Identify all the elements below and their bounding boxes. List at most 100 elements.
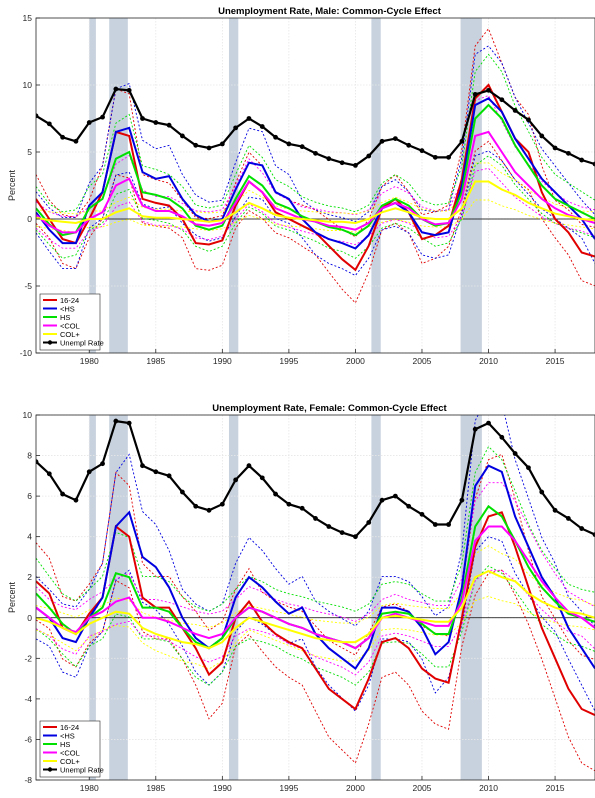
series-point-unemp [392, 493, 398, 499]
series-point-unemp [339, 530, 345, 536]
x-tick-label: 1995 [279, 356, 298, 366]
y-tick-label: -10 [20, 348, 33, 358]
series-point-unemp [153, 469, 159, 475]
series-point-unemp [432, 522, 438, 527]
y-tick-label: 0 [27, 613, 32, 623]
y-tick-label: 5 [27, 147, 32, 157]
series-point-unemp [193, 142, 199, 148]
y-tick-label: 10 [23, 80, 33, 90]
y-tick-label: 2 [27, 572, 32, 582]
series-point-unemp [446, 154, 451, 160]
confidence-band-ulths [36, 45, 595, 222]
series-point-unemp [60, 491, 66, 497]
chart-title: Unemployment Rate, Female: Common-Cycle … [212, 403, 447, 414]
x-tick-label: 2015 [546, 783, 565, 793]
legend-label-ultcol: <COL [60, 321, 80, 330]
series-point-unemp [153, 120, 159, 125]
x-tick-label: 2000 [346, 356, 365, 366]
x-tick-label: 1990 [213, 783, 232, 793]
y-tick-label: 8 [27, 451, 32, 461]
series-point-unemp [100, 114, 105, 120]
series-point-unemp [472, 91, 478, 97]
series-point-unemp [246, 463, 252, 469]
legend-label-unemp: Unempl Rate [60, 338, 104, 347]
series-point-unemp [326, 156, 332, 162]
series-point-unemp [339, 160, 345, 166]
series-point-unemp [259, 124, 265, 129]
confidence-band-uhs [36, 155, 595, 259]
confidence-band-u1624 [36, 27, 595, 238]
series-point-unemp [459, 138, 465, 144]
series-point-unemp [219, 141, 225, 147]
series-point-unemp [36, 459, 39, 465]
series-point-unemp [86, 469, 92, 475]
series-point-unemp [539, 489, 545, 495]
series-point-unemp [100, 461, 105, 467]
series-point-unemp [366, 520, 372, 525]
series-point-unemp [73, 138, 79, 144]
series-point-unemp [459, 497, 465, 503]
series-point-unemp [46, 471, 52, 477]
series-point-unemp [406, 142, 412, 148]
series-point-unemp [246, 116, 252, 121]
series-point-unemp [36, 113, 39, 119]
y-tick-label: 6 [27, 491, 32, 501]
series-point-unemp [552, 507, 558, 513]
confidence-band-ultcol [36, 569, 595, 676]
x-tick-label: 1995 [279, 783, 298, 793]
series-point-unemp [472, 426, 478, 432]
legend-label-uhs: HS [60, 313, 70, 322]
series-point-unemp [526, 465, 531, 471]
legend-marker-unemp [47, 340, 53, 345]
axis-box [35, 17, 595, 354]
recession-band [228, 415, 239, 780]
confidence-band-ultcol [36, 482, 595, 622]
series-point-unemp [592, 532, 595, 538]
series-point-unemp [379, 497, 385, 503]
confidence-band-ucolp [36, 199, 595, 233]
series-point-unemp [592, 161, 595, 167]
y-axis-label: Percent [7, 581, 17, 613]
legend-label-ucolp: COL+ [60, 330, 80, 339]
x-tick-label: 1985 [146, 783, 165, 793]
series-point-unemp [259, 475, 265, 481]
series-point-unemp [579, 157, 585, 163]
recession-band [460, 18, 482, 353]
x-tick-label: 1980 [80, 783, 99, 793]
series-point-unemp [366, 153, 372, 159]
confidence-band-ucolp [36, 595, 595, 670]
series-point-unemp [499, 97, 505, 103]
legend-label-uhs: HS [60, 740, 70, 749]
series-line-ucolp [36, 180, 595, 225]
series-point-unemp [60, 134, 66, 140]
series-point-unemp [406, 503, 412, 509]
x-tick-label: 2010 [479, 783, 498, 793]
series-line-u1624 [36, 511, 595, 717]
series-point-unemp [512, 108, 518, 113]
legend-marker-unemp [47, 767, 53, 772]
confidence-band-ultcol [36, 167, 595, 249]
legend-label-ulths: <HS [60, 304, 75, 313]
series-point-unemp [113, 86, 119, 92]
confidence-band-u1624 [36, 569, 595, 772]
series-point-unemp [512, 451, 518, 456]
series-point-unemp [273, 491, 278, 497]
series-point-unemp [46, 121, 52, 127]
plot-content [36, 415, 595, 780]
plot-area [36, 18, 595, 353]
x-tick-label: 1985 [146, 356, 165, 366]
y-tick-label: -4 [24, 694, 32, 704]
legend-label-ucolp: COL+ [60, 757, 80, 766]
recession-band [89, 415, 96, 780]
series-point-unemp [486, 420, 491, 426]
series-point-unemp [73, 497, 79, 503]
chart-panel-1: 1980 1985 1990 1995 2000 2005 2010 2015 -10 -5 0 5 1… [7, 6, 595, 366]
series-point-unemp [286, 501, 292, 507]
series-point-unemp [565, 516, 571, 521]
confidence-band-ulths [36, 536, 595, 712]
series-point-unemp [219, 501, 225, 507]
series-point-unemp [273, 134, 278, 140]
confidence-band-uhs [36, 53, 595, 213]
